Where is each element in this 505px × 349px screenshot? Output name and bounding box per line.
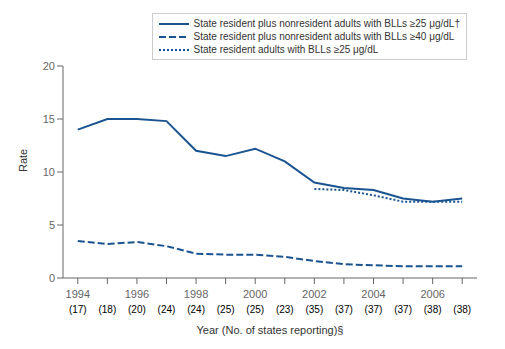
svg-text:2002: 2002 [302, 288, 326, 300]
html-text:State resident adults with BLL: State resident adults with BLLs ≥25 μg/d… [193, 44, 379, 55]
svg-text:20: 20 [43, 60, 55, 72]
svg-text:15: 15 [43, 113, 55, 125]
svg-text:2004: 2004 [361, 288, 385, 300]
svg-text:(37): (37) [394, 304, 412, 315]
svg-text:Year (No. of states reporting): Year (No. of states reporting)§ [197, 324, 344, 336]
svg-text:(20): (20) [128, 304, 146, 315]
svg-text:1998: 1998 [184, 288, 208, 300]
html-text:State resident plus nonresiden: State resident plus nonresident adults w… [193, 31, 455, 42]
svg-text:0: 0 [49, 272, 55, 284]
svg-text:(35): (35) [305, 304, 323, 315]
svg-text:(18): (18) [98, 304, 116, 315]
svg-text:2000: 2000 [243, 288, 267, 300]
svg-text:(38): (38) [453, 304, 471, 315]
svg-text:Rate: Rate [17, 149, 29, 172]
svg-text:2006: 2006 [420, 288, 444, 300]
svg-text:(25): (25) [217, 304, 235, 315]
svg-text:(25): (25) [246, 304, 264, 315]
svg-text:(23): (23) [276, 304, 294, 315]
svg-text:1996: 1996 [125, 288, 149, 300]
svg-text:(37): (37) [365, 304, 383, 315]
html-text:State resident plus nonresiden: State resident plus nonresident adults w… [193, 18, 460, 29]
svg-text:(24): (24) [187, 304, 205, 315]
svg-text:1994: 1994 [66, 288, 90, 300]
svg-text:5: 5 [49, 219, 55, 231]
svg-text:10: 10 [43, 166, 55, 178]
svg-text:(37): (37) [335, 304, 353, 315]
svg-text:(17): (17) [69, 304, 87, 315]
svg-text:(38): (38) [424, 304, 442, 315]
svg-text:(24): (24) [158, 304, 176, 315]
